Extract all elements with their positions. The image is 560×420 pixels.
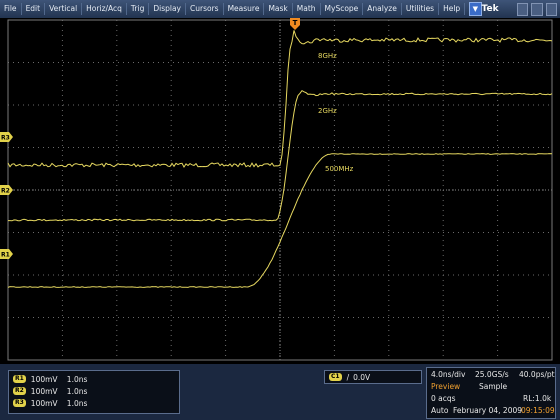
menu-item[interactable]: Utilities xyxy=(402,3,440,15)
acq-box: 4.0ns/div 25.0GS/s 40.0ps/pt Preview Sam… xyxy=(426,367,556,419)
ref-marker: R3 xyxy=(1,135,10,142)
trace-label: 8GHz xyxy=(318,52,337,60)
record-length: RL:1.0k xyxy=(523,394,552,403)
channel-time: 1.0ns xyxy=(66,386,88,396)
traces xyxy=(7,30,553,288)
menu-item[interactable]: Help xyxy=(439,3,466,15)
window-button[interactable] xyxy=(516,2,529,16)
menu-item[interactable]: Cursors xyxy=(186,3,224,15)
trigger-level: 0.0V xyxy=(353,372,371,382)
menu-item[interactable]: Analyze xyxy=(363,3,402,15)
channel-id: R2 xyxy=(13,387,26,395)
menu-item[interactable]: Vertical xyxy=(45,3,83,15)
channel-id: R3 xyxy=(13,399,26,407)
channel-scale: 100mV xyxy=(30,374,58,384)
acq-count: 0 acqs xyxy=(431,394,456,403)
trigger-marker: T xyxy=(293,19,298,27)
menu-item[interactable]: Trig xyxy=(127,3,150,15)
sample-rate: 25.0GS/s xyxy=(475,370,509,379)
clock: 09:15:09 xyxy=(521,406,555,415)
ref-marker-bg xyxy=(0,249,13,259)
channel-scale: 100mV xyxy=(30,398,58,408)
trace-label: 2GHz xyxy=(318,107,337,115)
date: February 04, 2009 xyxy=(453,406,523,415)
menu-dropdown[interactable]: ▼ xyxy=(469,2,482,16)
trigger-marker-bg xyxy=(290,18,300,30)
menu-item[interactable]: Edit xyxy=(22,3,46,15)
channel-scale: 100mV xyxy=(30,386,58,396)
trace-label: 500MHz xyxy=(325,165,354,173)
channel-time: 1.0ns xyxy=(66,398,88,408)
ref-marker: R2 xyxy=(1,188,10,195)
trigger-mode: Auto xyxy=(431,406,449,415)
menu-item[interactable]: Measure xyxy=(224,3,265,15)
acq-mode: Sample xyxy=(479,382,508,391)
channel-time: 1.0ns xyxy=(66,374,88,384)
resolution: 40.0ps/pt xyxy=(519,370,555,379)
waveform xyxy=(8,89,553,222)
ref-marker-bg xyxy=(0,132,13,142)
labels: 8GHz 2GHz 500MHz R3 R2 R1 T xyxy=(0,18,354,259)
waveform xyxy=(7,153,553,288)
trigger-source: C1 xyxy=(329,373,342,381)
menu-item[interactable]: Display xyxy=(149,3,186,15)
run-mode: Preview xyxy=(431,382,461,391)
horizontal-scale: 4.0ns/div xyxy=(431,370,466,379)
channel-id: R1 xyxy=(13,375,26,383)
brand: Tek xyxy=(481,4,499,14)
window-button[interactable] xyxy=(531,2,543,16)
graticule: 8GHz 2GHz 500MHz R3 R2 R1 T xyxy=(0,18,560,364)
menu-bar: File Edit Vertical Horiz/Acq Trig Display Curs… xyxy=(0,0,560,18)
menu-item[interactable]: Horiz/Acq xyxy=(82,3,127,15)
channel-box: R1 100mV 1.0ns R2 100mV 1.0ns R3 100mV 1.0ns xyxy=(8,370,180,414)
window-button[interactable] xyxy=(545,2,557,16)
waveform xyxy=(7,30,553,168)
status-panel: R1 100mV 1.0ns R2 100mV 1.0ns R3 100mV 1.0ns C1/… xyxy=(0,364,560,420)
menu-item[interactable]: MyScope xyxy=(321,3,364,15)
menu-item[interactable]: Math xyxy=(293,3,321,15)
trigger-box: C1/0.0V xyxy=(324,370,422,384)
ref-marker: R1 xyxy=(1,252,10,259)
menu-item[interactable]: Mask xyxy=(264,3,293,15)
grid xyxy=(7,19,553,361)
menu-item[interactable]: File xyxy=(0,3,22,15)
channel-row: R1 100mV 1.0ns xyxy=(9,373,179,385)
ref-marker-bg xyxy=(0,185,13,195)
channel-row: R2 100mV 1.0ns xyxy=(9,385,179,397)
channel-row: R3 100mV 1.0ns xyxy=(9,397,179,409)
